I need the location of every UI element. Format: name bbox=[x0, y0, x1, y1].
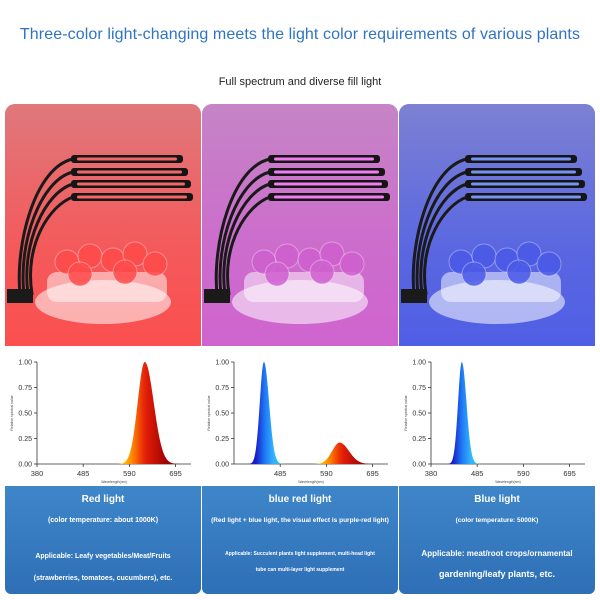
y-tick-label: 1.00 bbox=[412, 360, 426, 367]
clamp-icon bbox=[7, 289, 33, 303]
red-light-panel: Red light (color temperature: about 1000… bbox=[5, 486, 201, 594]
lamp-bar-icon bbox=[268, 180, 388, 188]
y-tick-label: 0.25 bbox=[412, 436, 426, 443]
photo-svg-0 bbox=[5, 104, 201, 346]
lamp-arms-icon bbox=[411, 157, 469, 296]
lamp-bar-icon bbox=[71, 193, 193, 201]
lamp-bar-icon bbox=[465, 155, 577, 163]
photo-svg-2 bbox=[399, 104, 595, 346]
lamp-bar-icon bbox=[71, 180, 191, 188]
page-title: Three-color light-changing meets the lig… bbox=[19, 26, 581, 43]
y-tick-label: 0.50 bbox=[18, 411, 32, 418]
photo-svg-1 bbox=[202, 104, 398, 346]
panel-applicable: Applicable: Leafy vegetables/Meat/Fruits… bbox=[9, 546, 197, 590]
panel-applicable: Applicable: meat/root crops/ornamental g… bbox=[403, 544, 591, 584]
applicable-line-2: tube can multi-layer light supplement bbox=[255, 567, 345, 573]
y-tick-label: 0.50 bbox=[412, 411, 426, 418]
lamp-arms-icon bbox=[17, 157, 75, 296]
y-axis-label: Relative spectral value bbox=[10, 395, 14, 430]
y-tick-label: 0.50 bbox=[215, 411, 229, 418]
page-subtitle: Full spectrum and diverse fill light bbox=[218, 76, 382, 88]
y-tick-label: 0.25 bbox=[215, 436, 229, 443]
chart-svg-0: 0.00 0.25 0.50 0.75 1.00 380 485 590 695 Waveleng… bbox=[10, 360, 191, 484]
lamp-bar-icon bbox=[71, 168, 188, 176]
x-tick-label: 485 bbox=[471, 469, 484, 478]
y-tick-label: 0.00 bbox=[412, 462, 426, 469]
lamp-bar-icon bbox=[268, 155, 380, 163]
x-tick-label: 590 bbox=[320, 469, 333, 478]
y-tick-label: 0.75 bbox=[215, 385, 229, 392]
lamp-arms-icon bbox=[214, 157, 272, 296]
y-tick-label: 0.00 bbox=[215, 462, 229, 469]
spectrum-peak-0 bbox=[446, 362, 481, 464]
y-tick-label: 0.00 bbox=[18, 462, 32, 469]
applicable-line-2: gardening/leafy plants, etc. bbox=[438, 569, 556, 579]
blue-spectrum-chart: 0.00 0.25 0.50 0.75 1.00 380 485 590 695 Waveleng… bbox=[399, 352, 595, 484]
applicable-line-2: (strawberries, tomatoes, cucumbers), etc… bbox=[33, 575, 173, 582]
blue-light-panel: Blue light (color temperature: 5000K) Ap… bbox=[399, 486, 595, 594]
blue-red-light-photo bbox=[202, 104, 398, 346]
y-tick-label: 1.00 bbox=[215, 360, 229, 367]
succulent-pots-icon bbox=[35, 241, 171, 324]
clamp-icon bbox=[204, 289, 230, 303]
applicable-line-1: Applicable: Succulent plants light suppl… bbox=[225, 551, 375, 557]
panel-detail: (color temperature: about 1000K) bbox=[47, 517, 159, 524]
applicable-line-1: Applicable: meat/root crops/ornamental bbox=[421, 549, 573, 558]
y-axis-label: Relative spectral value bbox=[404, 395, 408, 430]
x-tick-label: 380 bbox=[425, 469, 438, 478]
blue-red-spectrum-chart: 0.00 0.25 0.50 0.75 1.00 485 590 695 Wavelength(… bbox=[202, 352, 398, 484]
panel-title: Red light bbox=[81, 494, 125, 505]
clamp-icon bbox=[401, 289, 427, 303]
lamp-bar-icon bbox=[71, 155, 183, 163]
panel-title: Blue light bbox=[474, 494, 520, 505]
applicable-line-1: Applicable: Leafy vegetables/Meat/Fruits bbox=[35, 553, 171, 560]
lamp-bar-icon bbox=[465, 193, 587, 201]
x-tick-label: 695 bbox=[563, 469, 576, 478]
blue-red-light-panel: blue red light (Red light + blue light, … bbox=[202, 486, 398, 594]
x-tick-label: 590 bbox=[123, 469, 136, 478]
panel-detail: (Red light + blue light, the visual effe… bbox=[211, 517, 389, 524]
lamp-bar-icon bbox=[268, 193, 390, 201]
x-tick-label: 590 bbox=[517, 469, 530, 478]
chart-svg-2: 0.00 0.25 0.50 0.75 1.00 380 485 590 695 Waveleng… bbox=[404, 360, 585, 484]
chart-svg-1: 0.00 0.25 0.50 0.75 1.00 485 590 695 Wavelength(… bbox=[207, 360, 388, 484]
succulent-pots-icon bbox=[429, 241, 565, 324]
y-axis-label: Relative spectral value bbox=[207, 395, 211, 430]
red-light-photo bbox=[5, 104, 201, 346]
x-tick-label: 380 bbox=[31, 469, 44, 478]
x-tick-label: 485 bbox=[274, 469, 287, 478]
x-axis-label: Wavelength(nm) bbox=[101, 480, 127, 484]
x-tick-label: 485 bbox=[77, 469, 90, 478]
lamp-bar-icon bbox=[465, 180, 585, 188]
x-axis-label: Wavelength(nm) bbox=[298, 480, 324, 484]
lamp-bar-icon bbox=[268, 168, 385, 176]
x-tick-label: 695 bbox=[169, 469, 182, 478]
red-spectrum-chart: 0.00 0.25 0.50 0.75 1.00 380 485 590 695 Waveleng… bbox=[5, 352, 201, 484]
blue-light-photo bbox=[399, 104, 595, 346]
y-tick-label: 0.25 bbox=[18, 436, 32, 443]
spectrum-peak-1 bbox=[309, 442, 377, 464]
y-tick-label: 0.75 bbox=[18, 385, 32, 392]
succulent-pots-icon bbox=[232, 241, 368, 324]
panel-detail: (color temperature: 5000K) bbox=[455, 517, 539, 524]
y-tick-label: 0.75 bbox=[412, 385, 426, 392]
x-axis-label: Wavelength(nm) bbox=[495, 480, 521, 484]
x-tick-label: 695 bbox=[366, 469, 379, 478]
spectrum-peak-0 bbox=[116, 362, 181, 464]
y-tick-label: 1.00 bbox=[18, 360, 32, 367]
panel-title: blue red light bbox=[268, 494, 332, 505]
spectrum-peak-0 bbox=[247, 362, 285, 464]
lamp-bar-icon bbox=[465, 168, 582, 176]
panel-applicable: Applicable: Succulent plants light suppl… bbox=[206, 546, 394, 578]
